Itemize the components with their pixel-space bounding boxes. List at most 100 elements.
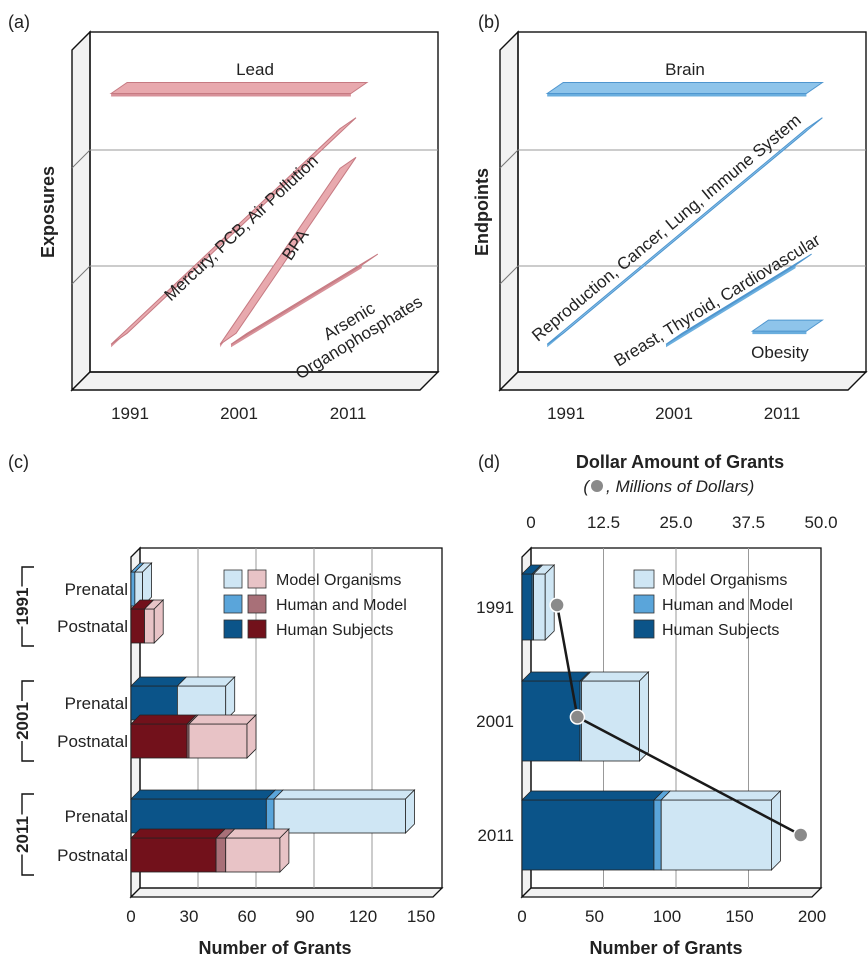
x-tick-label: 150 bbox=[407, 907, 435, 926]
panel-label: (d) bbox=[478, 452, 500, 472]
bar-top-face bbox=[130, 714, 198, 725]
legend-swatch-postnatal bbox=[247, 594, 267, 614]
bar-model-organisms bbox=[144, 608, 155, 644]
band-3 bbox=[219, 156, 357, 345]
bar-top-face bbox=[224, 828, 290, 839]
legend-swatch-prenatal bbox=[223, 619, 243, 639]
bar-human-subjects bbox=[130, 723, 188, 759]
bar-end-face bbox=[153, 599, 164, 644]
dollar-amount-point bbox=[792, 827, 809, 843]
category-label: Prenatal bbox=[65, 694, 128, 713]
panel-d-grants-and-dollars: (d) Dollar Amount of Grants (, Millions of… bbox=[476, 452, 837, 958]
gridline-side bbox=[71, 265, 91, 285]
bar-end-face bbox=[225, 676, 236, 721]
group-label-bg bbox=[12, 814, 32, 855]
category-label: 2011 bbox=[477, 826, 514, 845]
bar-top-face bbox=[130, 828, 227, 839]
bar-human-and-model bbox=[215, 837, 227, 873]
y-axis-label: Endpoints bbox=[472, 168, 492, 256]
bar-model-organisms bbox=[660, 799, 772, 871]
x-tick-label: 200 bbox=[798, 907, 826, 926]
legend-swatch bbox=[633, 594, 655, 614]
x-tick-label: 0 bbox=[126, 907, 135, 926]
frame-side-wall bbox=[71, 30, 91, 392]
legend-dollar-dot bbox=[591, 480, 603, 492]
band-4 bbox=[750, 319, 825, 332]
legend-swatch-prenatal bbox=[223, 569, 243, 589]
panel-label: (b) bbox=[478, 12, 500, 32]
band-2 bbox=[546, 117, 823, 345]
bar-top-face bbox=[130, 676, 188, 687]
panel-b-endpoints: (b) Endpoints 1991 2001 2011 Brain Reproductio… bbox=[472, 12, 868, 423]
legend-label: Model Organisms bbox=[662, 572, 787, 589]
x-tick-label: 2011 bbox=[764, 404, 801, 423]
bar-human-and-model bbox=[653, 799, 662, 871]
band-2 bbox=[110, 117, 357, 345]
bar-top-face bbox=[130, 789, 277, 800]
x-axis-label: Number of Grants bbox=[589, 938, 742, 958]
x-tick-label: 2001 bbox=[220, 404, 258, 423]
bar-end-face bbox=[142, 562, 153, 607]
band-1 bbox=[109, 82, 369, 94]
bar-model-organisms bbox=[533, 573, 546, 641]
bar-model-organisms bbox=[273, 798, 406, 834]
top-axis-tick-label: 12.5 bbox=[587, 513, 620, 532]
legend-label: Human and Model bbox=[662, 597, 793, 614]
bar-human-subjects bbox=[130, 685, 178, 721]
category-label: Postnatal bbox=[57, 617, 128, 636]
x-tick-label: 60 bbox=[238, 907, 257, 926]
bar-human-subjects bbox=[521, 799, 655, 871]
bar-model-organisms bbox=[581, 680, 640, 762]
x-tick-label: 150 bbox=[725, 907, 753, 926]
band-shadow bbox=[231, 265, 362, 348]
top-axis-tick-label: 37.5 bbox=[732, 513, 765, 532]
top-axis-tick-label: 50.0 bbox=[804, 513, 837, 532]
bar-top-face bbox=[176, 676, 236, 687]
legend-swatch bbox=[633, 569, 655, 589]
x-tick-label: 2011 bbox=[330, 404, 367, 423]
band-shadow bbox=[547, 93, 807, 97]
gridline-side bbox=[499, 149, 519, 169]
frame-side-wall bbox=[499, 30, 519, 392]
x-tick-label: 0 bbox=[517, 907, 526, 926]
category-label: Postnatal bbox=[57, 846, 128, 865]
legend-swatch-prenatal bbox=[223, 594, 243, 614]
x-tick-label: 90 bbox=[296, 907, 315, 926]
chart-subtitle: , Millions of Dollars) bbox=[606, 477, 754, 496]
y-axis-label: Exposures bbox=[38, 166, 58, 258]
panel-label: (a) bbox=[8, 12, 30, 32]
bar-top-face bbox=[580, 671, 650, 682]
band-1 bbox=[545, 82, 825, 94]
band-shadow bbox=[752, 331, 807, 335]
gridline-side bbox=[71, 149, 91, 169]
legend-label: Human and Model bbox=[276, 597, 407, 614]
category-label: Prenatal bbox=[65, 580, 128, 599]
gridline-side bbox=[499, 265, 519, 285]
legend-label: Model Organisms bbox=[276, 572, 401, 589]
bar-human-subjects bbox=[130, 798, 267, 834]
legend-swatch-postnatal bbox=[247, 569, 267, 589]
category-label: 2001 bbox=[476, 712, 514, 731]
bar-top-face bbox=[521, 671, 590, 682]
band-label: Lead bbox=[236, 60, 274, 79]
frame-floor bbox=[520, 887, 823, 898]
bar-human-subjects bbox=[521, 573, 533, 641]
group-label: 2011 bbox=[13, 816, 32, 853]
x-tick-label: 100 bbox=[653, 907, 681, 926]
frame-floor bbox=[70, 371, 440, 391]
group-label: 1991 bbox=[13, 588, 32, 626]
frame-back-wall bbox=[89, 31, 439, 373]
legend-label: Human Subjects bbox=[662, 622, 779, 639]
group-label-bg bbox=[12, 701, 32, 741]
band-3 bbox=[665, 253, 812, 345]
chart-subtitle-open: ( bbox=[583, 477, 591, 496]
x-tick-label: 2001 bbox=[655, 404, 693, 423]
legend-label: Human Subjects bbox=[276, 622, 393, 639]
x-tick-label: 50 bbox=[585, 907, 604, 926]
bar-model-organisms bbox=[188, 723, 248, 759]
frame-floor bbox=[129, 887, 444, 898]
x-tick-label: 1991 bbox=[547, 404, 585, 423]
x-tick-label: 120 bbox=[349, 907, 377, 926]
